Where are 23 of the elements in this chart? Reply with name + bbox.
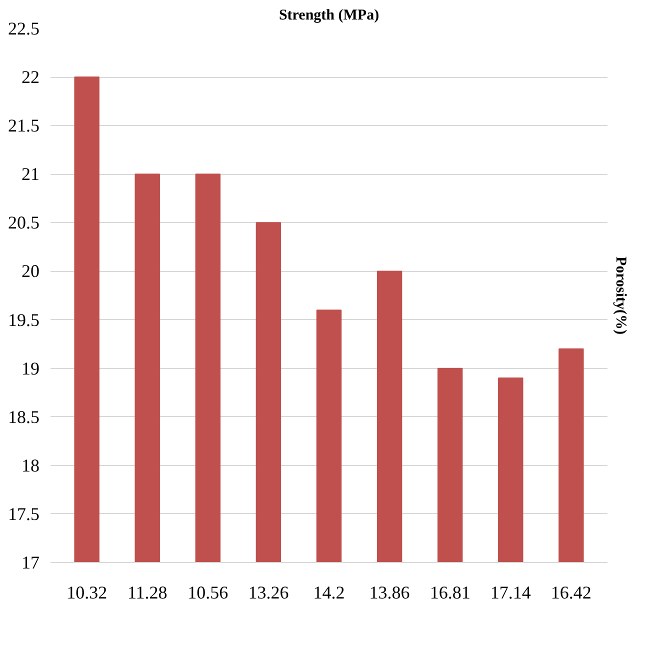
x-tick-label: 16.42 [550,582,592,602]
x-tick-label: 11.28 [127,582,168,602]
y-tick-label: 20 [22,261,40,282]
x-tick-label: 10.32 [66,582,108,602]
y-tick-label: 18 [22,455,40,476]
y-tick-label: 18.5 [8,406,40,427]
y-tick-label: 17 [22,552,40,572]
y-tick-label: 22 [22,67,40,88]
x-tick-label: 16.81 [430,582,470,602]
x-tick-label: 13.26 [248,582,289,602]
y2-axis-title: Porosity(%) [612,256,628,335]
y-tick-label: 22.5 [8,18,40,38]
y-tick-label: 21 [22,164,40,184]
x-tick-label: 10.56 [188,582,228,602]
x-tick-label: 13.86 [369,582,410,602]
chart-title: Strength (MPa) [278,8,380,24]
y-tick-label: 20.5 [8,212,40,233]
y-tick-label: 19.5 [8,310,40,330]
x-tick-label: 17.14 [490,582,531,602]
y-tick-label: 19 [22,358,40,378]
y-tick-label: 17.5 [8,504,40,524]
y-tick-label: 21.5 [8,116,40,136]
x-tick-label: 14.2 [313,582,345,602]
